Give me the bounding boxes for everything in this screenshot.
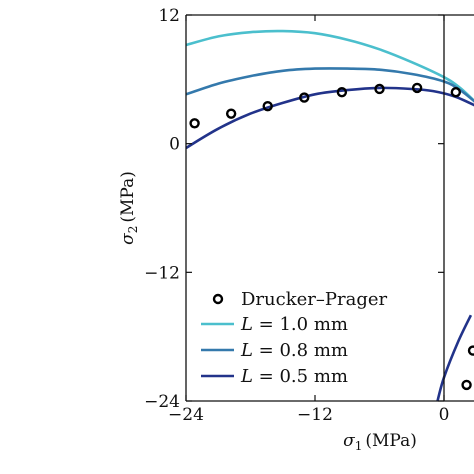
legend-label-l-0-8: L = 0.8 mm bbox=[240, 340, 348, 361]
y-ticks: 12 0 −12 −24 bbox=[144, 6, 444, 412]
data-point bbox=[467, 345, 474, 356]
data-point bbox=[262, 100, 273, 112]
x-tick-label: −24 bbox=[168, 405, 204, 425]
legend-label-l-1-0: L = 1.0 mm bbox=[240, 314, 348, 335]
series-line-3 bbox=[186, 86, 474, 150]
x-ticks: −24 −12 0 bbox=[168, 15, 449, 425]
series-line-1 bbox=[186, 29, 474, 103]
x-tick-label: −12 bbox=[297, 405, 333, 425]
y-tick-label: −12 bbox=[144, 263, 180, 283]
series-line-3-lower-branch bbox=[436, 314, 473, 401]
data-point bbox=[450, 86, 462, 98]
legend-label-l-0-5: L = 0.5 mm bbox=[240, 366, 348, 387]
series-markers bbox=[189, 82, 474, 391]
data-point bbox=[299, 92, 310, 103]
legend-background bbox=[196, 283, 392, 391]
y-tick-label: 0 bbox=[169, 135, 180, 155]
data-point bbox=[225, 108, 237, 119]
x-axis-label: σ1 (MPa) bbox=[343, 431, 417, 453]
data-point bbox=[374, 83, 385, 95]
series-line-2 bbox=[186, 67, 474, 103]
data-point bbox=[189, 118, 200, 129]
data-point bbox=[411, 82, 423, 94]
y-tick-label: −24 bbox=[144, 392, 180, 412]
x-tick-label: 0 bbox=[439, 405, 450, 425]
legend-marker-drucker-prager bbox=[212, 293, 224, 305]
y-tick-label: 12 bbox=[158, 6, 180, 26]
legend: Drucker–Prager L = 1.0 mm L = 0.8 mm L =… bbox=[196, 283, 392, 391]
legend-label-drucker-prager: Drucker–Prager bbox=[241, 289, 387, 310]
y-axis-label: σ2(MPa) bbox=[118, 171, 140, 245]
data-point bbox=[336, 86, 348, 98]
data-point bbox=[461, 379, 472, 391]
series-lines bbox=[186, 29, 474, 401]
